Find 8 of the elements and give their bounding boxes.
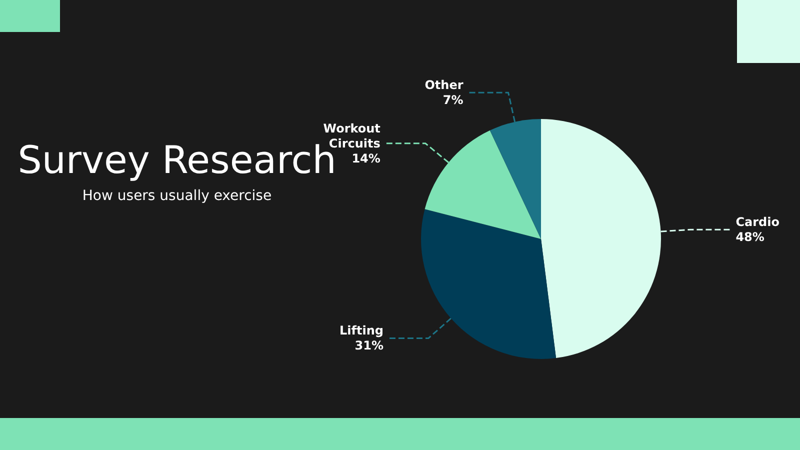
data-label: 48% (736, 230, 764, 244)
slice-label: Other (424, 78, 464, 92)
data-label: 31% (354, 338, 384, 353)
data-label: 7% (442, 93, 464, 108)
text: How users usually exercise (82, 188, 272, 204)
slice-label: Lifting (340, 324, 384, 338)
data-label: 14% (352, 151, 380, 166)
slice-label: Cardio (736, 215, 780, 230)
